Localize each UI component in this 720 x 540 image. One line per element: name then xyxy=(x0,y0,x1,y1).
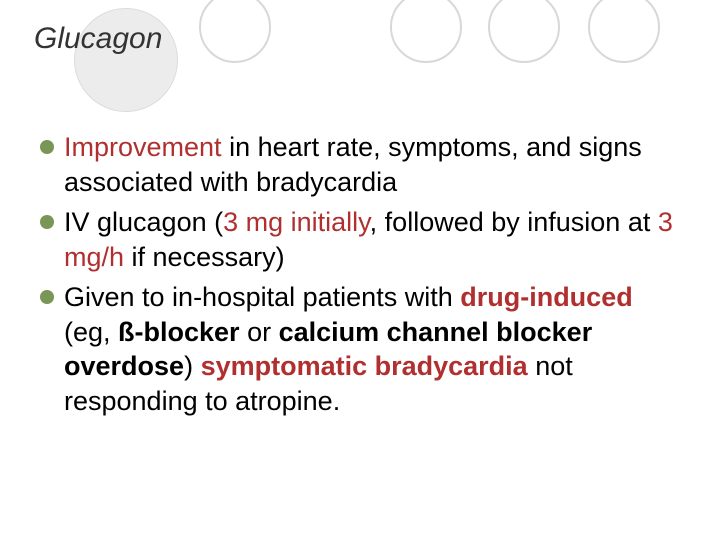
list-item-text: Improvement in heart rate, symptoms, and… xyxy=(64,130,680,199)
list-item: IV glucagon (3 mg initially, followed by… xyxy=(40,205,680,274)
bullet-icon xyxy=(40,140,54,154)
list-item: Given to in-hospital patients with drug-… xyxy=(40,280,680,418)
decorative-circle xyxy=(199,0,271,63)
bullet-list: Improvement in heart rate, symptoms, and… xyxy=(40,130,680,424)
decorative-circles xyxy=(0,0,720,120)
decorative-circle xyxy=(390,0,462,63)
slide-title: Glucagon xyxy=(34,22,162,56)
bullet-icon xyxy=(40,290,54,304)
decorative-circle xyxy=(488,0,560,63)
list-item-text: Given to in-hospital patients with drug-… xyxy=(64,280,680,418)
list-item-text: IV glucagon (3 mg initially, followed by… xyxy=(64,205,680,274)
decorative-circle xyxy=(588,0,660,63)
bullet-icon xyxy=(40,215,54,229)
list-item: Improvement in heart rate, symptoms, and… xyxy=(40,130,680,199)
